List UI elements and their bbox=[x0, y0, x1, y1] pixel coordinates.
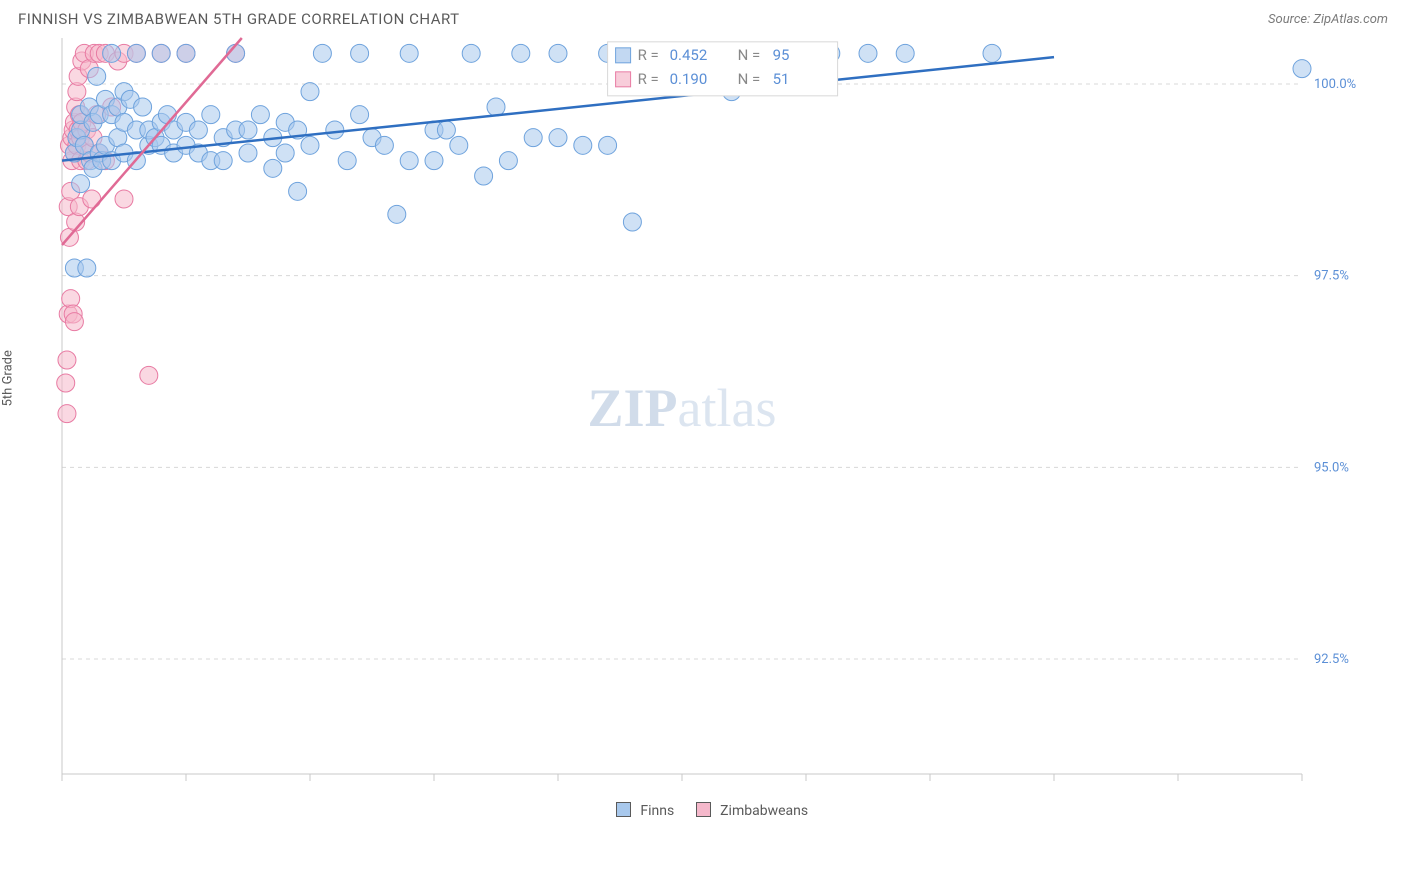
data-point-finns bbox=[388, 205, 406, 223]
watermark: ZIPatlas bbox=[588, 378, 777, 438]
data-point-finns bbox=[549, 44, 567, 62]
stats-r-label: R = bbox=[638, 70, 659, 88]
data-point-finns bbox=[177, 44, 195, 62]
data-point-zimbabweans bbox=[65, 313, 83, 331]
data-point-finns bbox=[1293, 60, 1311, 78]
data-point-finns bbox=[351, 106, 369, 124]
y-axis-label: 5th Grade bbox=[1, 350, 16, 406]
stats-n-label: N = bbox=[738, 46, 761, 64]
data-point-finns bbox=[78, 259, 96, 277]
data-point-finns bbox=[623, 213, 641, 231]
data-point-finns bbox=[487, 98, 505, 116]
stats-n-value: 51 bbox=[773, 70, 790, 88]
y-tick-label: 100.0% bbox=[1314, 77, 1356, 92]
data-point-finns bbox=[127, 44, 145, 62]
data-point-finns bbox=[499, 152, 517, 170]
data-point-finns bbox=[524, 129, 542, 147]
data-point-finns bbox=[599, 136, 617, 154]
data-point-finns bbox=[351, 44, 369, 62]
data-point-finns bbox=[264, 159, 282, 177]
legend-label-finns: Finns bbox=[640, 803, 674, 819]
data-point-finns bbox=[437, 121, 455, 139]
data-point-finns bbox=[214, 152, 232, 170]
chart-container: 5th Grade 92.5%95.0%97.5%100.0%0.0%100.0… bbox=[18, 34, 1388, 819]
stats-n-label: N = bbox=[738, 70, 761, 88]
data-point-finns bbox=[475, 167, 493, 185]
stats-r-value: 0.190 bbox=[670, 70, 708, 88]
stats-r-label: R = bbox=[638, 46, 659, 64]
data-point-finns bbox=[462, 44, 480, 62]
bottom-legend: Finns Zimbabweans bbox=[18, 794, 1388, 819]
data-point-finns bbox=[326, 121, 344, 139]
data-point-zimbabweans bbox=[115, 190, 133, 208]
data-point-finns bbox=[896, 44, 914, 62]
data-point-finns bbox=[425, 152, 443, 170]
data-point-finns bbox=[983, 44, 1001, 62]
data-point-zimbabweans bbox=[58, 351, 76, 369]
data-point-finns bbox=[301, 83, 319, 101]
legend-label-zimbabweans: Zimbabweans bbox=[720, 803, 808, 819]
y-tick-label: 97.5% bbox=[1314, 269, 1349, 284]
data-point-finns bbox=[400, 44, 418, 62]
legend-swatch-finns bbox=[616, 802, 631, 817]
data-point-finns bbox=[338, 152, 356, 170]
data-point-zimbabweans bbox=[58, 405, 76, 423]
data-point-finns bbox=[549, 129, 567, 147]
data-point-finns bbox=[301, 136, 319, 154]
data-point-finns bbox=[189, 121, 207, 139]
data-point-finns bbox=[103, 44, 121, 62]
y-tick-label: 92.5% bbox=[1314, 652, 1349, 667]
chart-title: FINNISH VS ZIMBABWEAN 5TH GRADE CORRELAT… bbox=[18, 10, 460, 28]
data-point-finns bbox=[512, 44, 530, 62]
data-point-finns bbox=[375, 136, 393, 154]
data-point-finns bbox=[88, 67, 106, 85]
data-point-zimbabweans bbox=[57, 374, 75, 392]
data-point-finns bbox=[276, 144, 294, 162]
data-point-zimbabweans bbox=[140, 366, 158, 384]
scatter-plot: 92.5%95.0%97.5%100.0%0.0%100.0%ZIPatlasR… bbox=[52, 34, 1372, 794]
data-point-finns bbox=[289, 182, 307, 200]
stats-swatch bbox=[616, 72, 631, 87]
data-point-finns bbox=[134, 98, 152, 116]
data-point-finns bbox=[450, 136, 468, 154]
data-point-finns bbox=[239, 121, 257, 139]
data-point-finns bbox=[313, 44, 331, 62]
data-point-finns bbox=[202, 106, 220, 124]
data-point-finns bbox=[72, 175, 90, 193]
stats-n-value: 95 bbox=[773, 46, 790, 64]
data-point-finns bbox=[239, 144, 257, 162]
source-attribution: Source: ZipAtlas.com bbox=[1268, 12, 1388, 27]
data-point-finns bbox=[859, 44, 877, 62]
data-point-finns bbox=[152, 44, 170, 62]
stats-swatch bbox=[616, 48, 631, 63]
stats-r-value: 0.452 bbox=[670, 46, 708, 64]
y-tick-label: 95.0% bbox=[1314, 460, 1349, 475]
data-point-finns bbox=[251, 106, 269, 124]
legend-swatch-zimbabweans bbox=[696, 802, 711, 817]
data-point-finns bbox=[574, 136, 592, 154]
data-point-finns bbox=[400, 152, 418, 170]
